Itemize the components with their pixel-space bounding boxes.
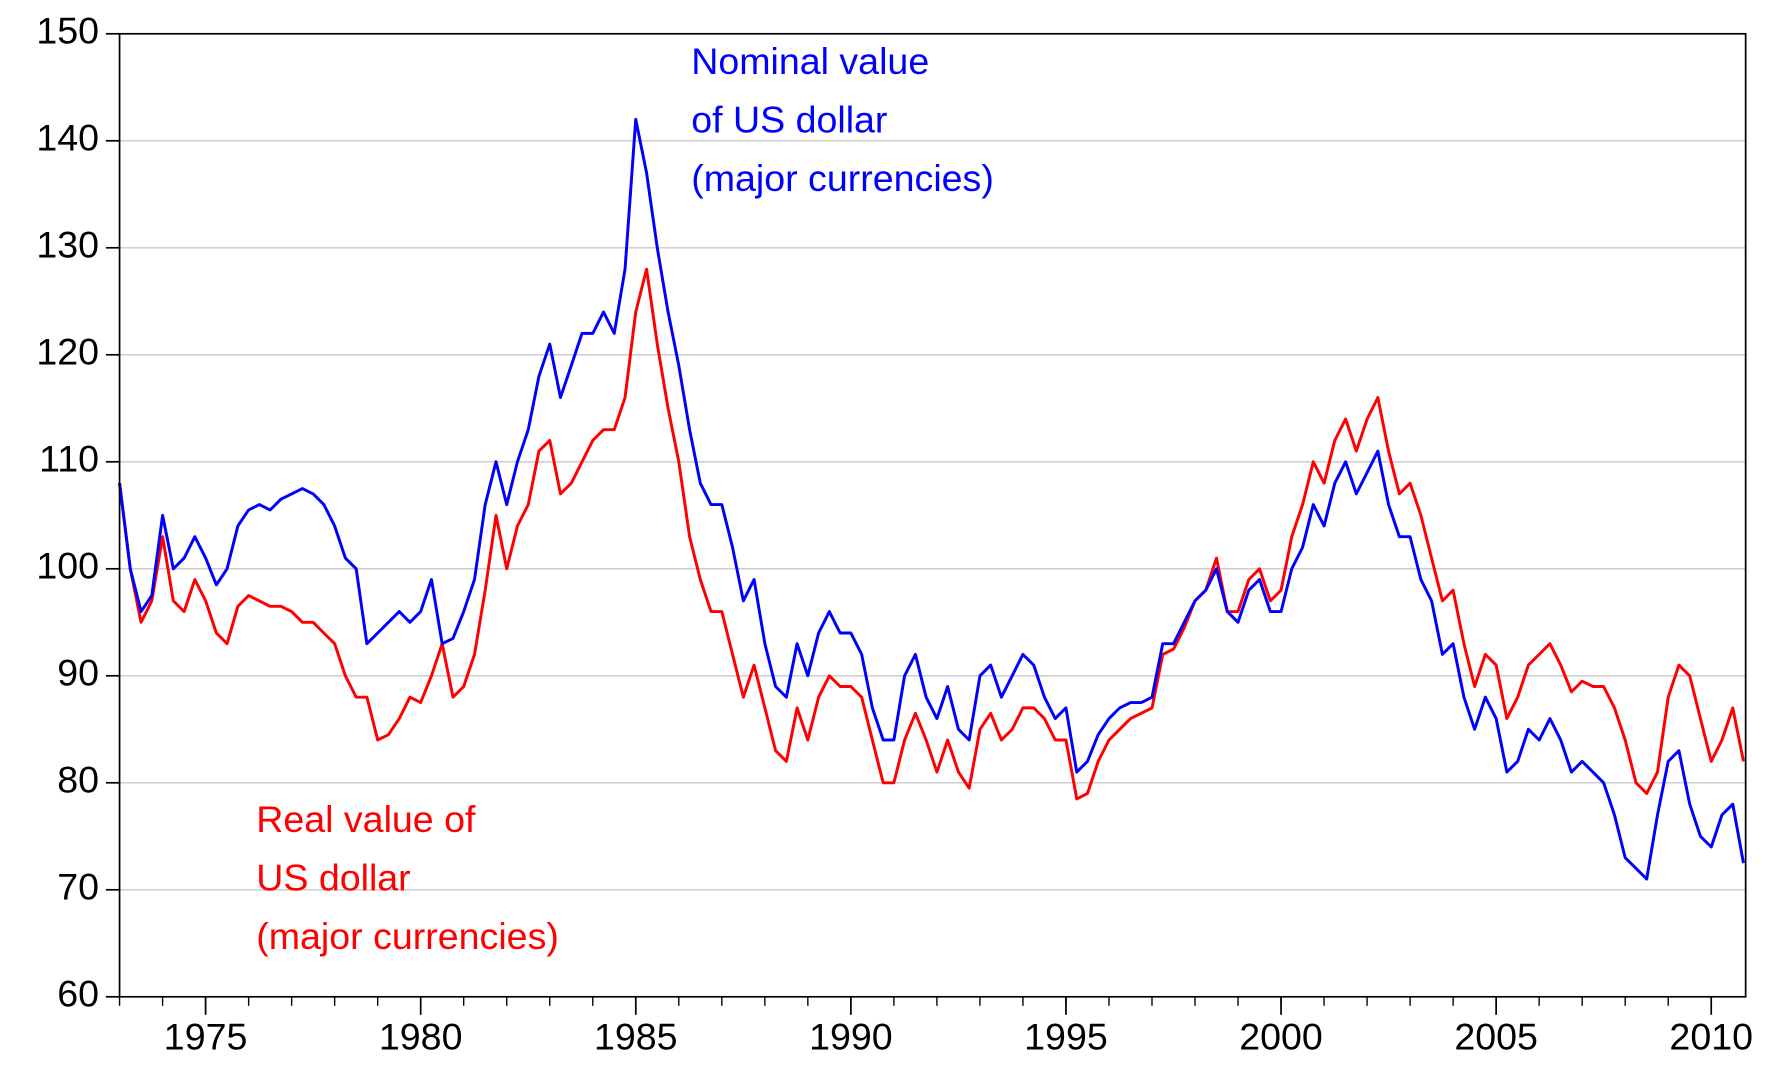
y-tick-label: 150	[36, 10, 99, 52]
y-tick-label: 110	[39, 438, 99, 480]
y-tick-label: 70	[57, 866, 99, 908]
x-tick-label: 2010	[1669, 1016, 1753, 1058]
x-tick-label: 1980	[379, 1016, 463, 1058]
x-tick-label: 1990	[809, 1016, 893, 1058]
x-tick-label: 1975	[164, 1016, 248, 1058]
y-tick-label: 80	[57, 759, 99, 801]
y-tick-label: 140	[36, 117, 99, 159]
annotation: (major currencies)	[691, 157, 994, 199]
y-tick-label: 120	[36, 331, 99, 373]
x-tick-label: 1985	[594, 1016, 678, 1058]
x-tick-label: 2005	[1454, 1016, 1538, 1058]
annotation: Nominal value	[691, 40, 929, 82]
y-tick-label: 100	[36, 545, 99, 587]
annotation: of US dollar	[691, 99, 887, 141]
y-tick-label: 130	[36, 224, 99, 266]
x-tick-label: 2000	[1239, 1016, 1323, 1058]
x-tick-label: 1995	[1024, 1016, 1108, 1058]
y-tick-label: 90	[57, 652, 99, 694]
annotation: (major currencies)	[256, 915, 559, 957]
annotation: Real value of	[256, 798, 476, 840]
series-line	[118, 267, 1745, 801]
series-line	[118, 117, 1745, 881]
plot-frame	[118, 32, 1747, 998]
annotation: US dollar	[256, 857, 410, 899]
y-tick-label: 60	[57, 973, 99, 1015]
